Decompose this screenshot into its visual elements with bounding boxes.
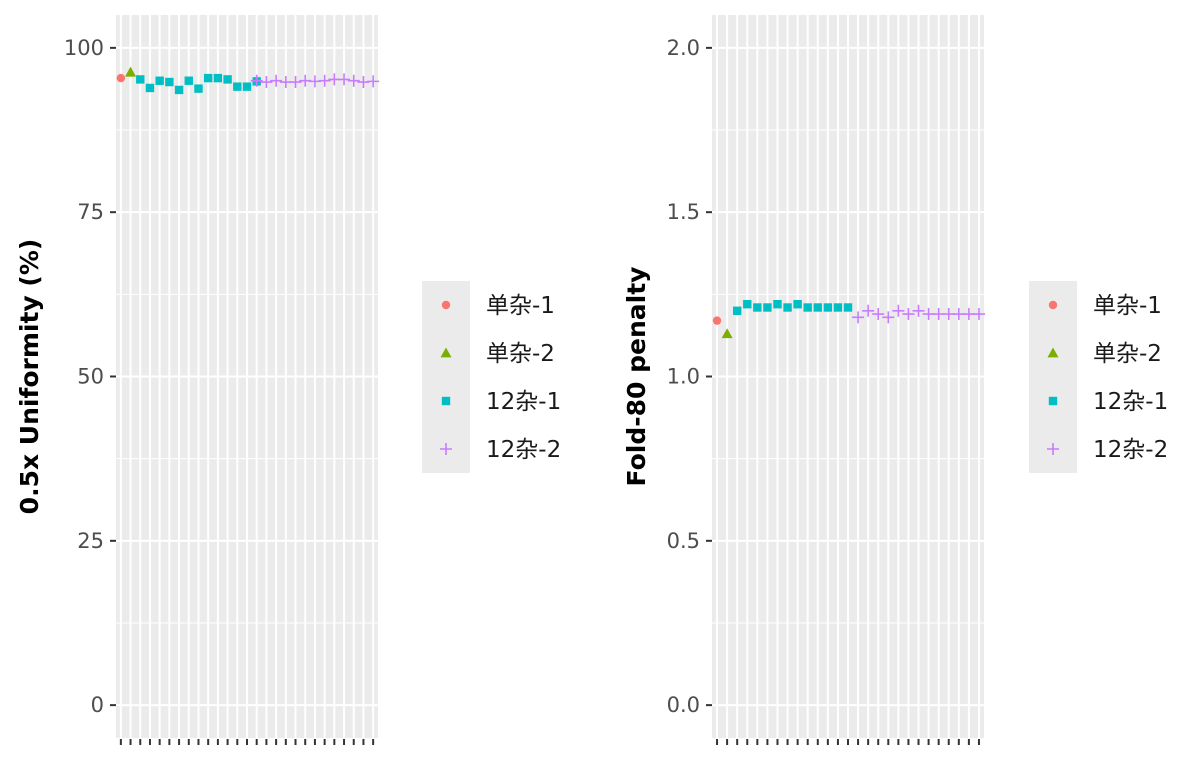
data-point: [852, 311, 865, 324]
data-point: [922, 308, 935, 321]
legend: 单杂-1 单杂-2 12杂-1 12杂-2: [1029, 281, 1168, 473]
legend-key: [1047, 443, 1059, 455]
legend-key: [441, 396, 451, 406]
data-point: [912, 304, 925, 317]
data-point: [763, 303, 772, 312]
data-point: [972, 308, 985, 321]
uniformity-chart: 0 25 50 75 100 0.5x Uniformity (%) 单杂-1 单杂-2 12杂…: [15, 15, 561, 745]
data-point: [952, 308, 965, 321]
data-point: [823, 303, 833, 312]
data-point: [803, 303, 812, 312]
y-tick-label: 0.5: [667, 529, 700, 553]
legend-key: [1048, 300, 1058, 310]
legend-label: 单杂-2: [1093, 341, 1162, 367]
data-point: [260, 76, 273, 89]
data-point: [793, 300, 802, 309]
legend-key: [440, 443, 452, 455]
data-point: [125, 66, 137, 77]
y-tick-label: 0: [91, 693, 104, 717]
y-tick-label: 0.0: [667, 693, 700, 717]
data-point: [882, 311, 895, 324]
y-tick-label: 1.5: [667, 200, 700, 224]
legend-key: [441, 300, 451, 310]
data-point: [145, 83, 155, 93]
legend-label: 12杂-2: [486, 437, 561, 463]
legend-label: 单杂-1: [486, 293, 555, 319]
data-point: [892, 304, 905, 317]
data-point: [743, 300, 752, 309]
data-point: [213, 73, 223, 83]
data-point: [184, 76, 193, 85]
data-point: [962, 308, 975, 321]
y-tick-label: 25: [77, 529, 104, 553]
data-point: [318, 74, 331, 87]
data-point: [174, 85, 184, 95]
data-point: [367, 75, 380, 88]
legend-label: 12杂-1: [1093, 389, 1168, 415]
legend-label: 单杂-1: [1093, 293, 1162, 319]
data-point: [194, 84, 203, 93]
data-point: [783, 303, 792, 312]
data-point: [942, 308, 955, 321]
legend: 单杂-1 单杂-2 12杂-1 12杂-2: [422, 281, 561, 473]
y-axis-title: 0.5x Uniformity (%): [15, 239, 44, 515]
y-tick-label: 50: [77, 365, 104, 389]
data-point: [233, 82, 242, 91]
data-point: [773, 300, 782, 309]
data-point: [165, 77, 174, 87]
legend-label: 12杂-2: [1093, 437, 1168, 463]
fold80-penalty-chart: 0.0 0.5 1.0 1.5 2.0 Fold-80 penalty 单杂-1 单杂-2 12…: [622, 15, 1168, 745]
data-point: [902, 308, 915, 321]
legend-key: [1047, 347, 1059, 358]
data-point: [338, 73, 351, 86]
y-tick-label: 2.0: [667, 36, 700, 60]
data-point: [289, 76, 302, 89]
legend-label: 单杂-2: [486, 341, 555, 367]
data-point: [732, 306, 742, 315]
y-tick-label: 1.0: [667, 365, 700, 389]
legend-key-background: [422, 281, 470, 473]
data-point: [203, 73, 213, 83]
y-tick-label: 100: [64, 36, 104, 60]
legend-key: [440, 347, 452, 358]
data-point: [932, 308, 945, 321]
data-point: [270, 74, 283, 87]
data-point: [813, 303, 822, 312]
data-point: [753, 303, 762, 312]
data-point: [721, 328, 733, 339]
data-point: [843, 303, 853, 312]
data-point: [242, 82, 252, 91]
data-point: [872, 308, 885, 321]
legend-key: [1048, 396, 1058, 406]
y-axis-title: Fold-80 penalty: [622, 267, 651, 487]
legend-label: 12杂-1: [486, 389, 561, 415]
data-point: [250, 74, 263, 87]
data-point: [347, 74, 360, 87]
data-point: [155, 76, 164, 85]
data-point: [862, 304, 875, 317]
data-point: [833, 303, 843, 312]
data-point: [712, 316, 722, 325]
y-tick-label: 75: [77, 200, 104, 224]
data-point: [116, 73, 126, 83]
data-point: [223, 75, 232, 84]
legend-key-background: [1029, 281, 1077, 473]
data-point: [136, 75, 145, 84]
